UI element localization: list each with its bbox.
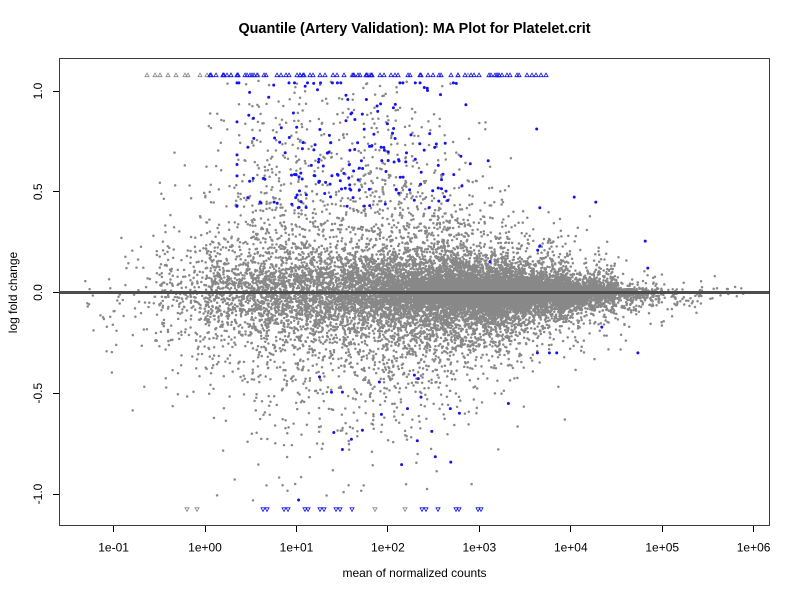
svg-text:-1.0: -1.0 [31,483,45,504]
svg-text:1e-01: 1e-01 [98,541,129,555]
svg-text:1e+02: 1e+02 [371,541,405,555]
svg-text:1e+00: 1e+00 [188,541,222,555]
svg-text:1e+01: 1e+01 [280,541,314,555]
svg-text:1.0: 1.0 [31,82,45,99]
svg-text:mean of normalized counts: mean of normalized counts [342,566,486,580]
svg-text:0.0: 0.0 [31,284,45,301]
svg-text:1e+06: 1e+06 [737,541,771,555]
svg-text:0.5: 0.5 [31,183,45,200]
svg-text:1e+05: 1e+05 [645,541,679,555]
svg-text:log fold change: log fold change [6,251,20,333]
svg-text:Quantile (Artery Validation):: Quantile (Artery Validation): MA Plot fo… [238,21,590,37]
svg-text:1e+03: 1e+03 [462,541,496,555]
svg-text:-0.5: -0.5 [31,383,45,404]
svg-text:1e+04: 1e+04 [554,541,588,555]
